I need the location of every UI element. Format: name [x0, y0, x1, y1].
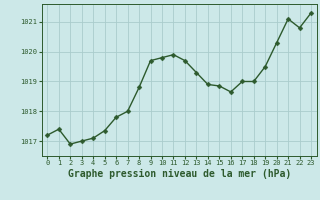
X-axis label: Graphe pression niveau de la mer (hPa): Graphe pression niveau de la mer (hPa)	[68, 169, 291, 179]
